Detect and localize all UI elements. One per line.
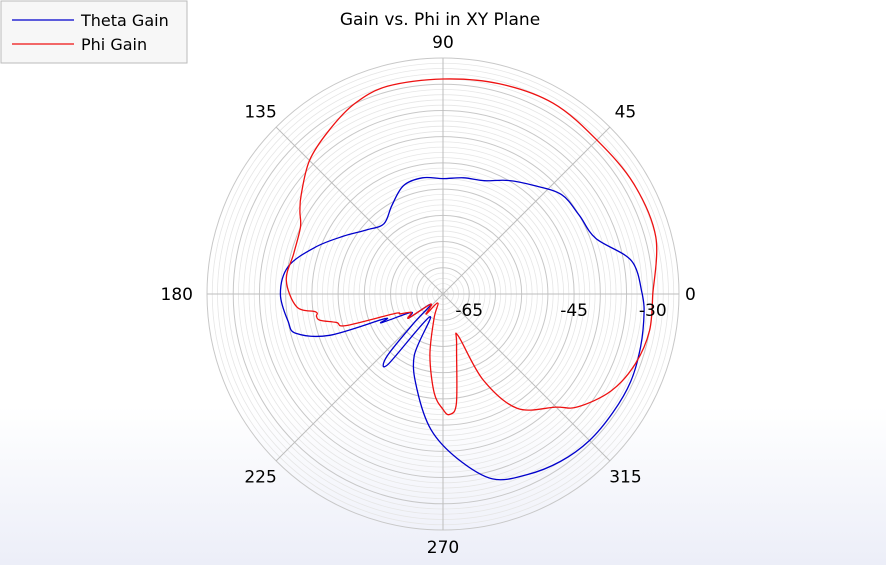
angle-labels: 0 45 90 135 180 225 270 315 — [161, 33, 696, 558]
radial-label: -65 — [455, 301, 483, 321]
series-line-theta-gain — [279, 176, 645, 481]
series-line-phi-gain — [285, 78, 658, 416]
radial-label: -45 — [560, 301, 588, 321]
series-layer — [279, 78, 658, 481]
legend: Theta Gain Phi Gain — [0, 0, 188, 64]
spoke-line — [442, 126, 611, 295]
angle-label-225: 225 — [244, 467, 276, 487]
angle-label-270: 270 — [427, 538, 459, 558]
radial-label: -30 — [639, 301, 667, 321]
angle-label-90: 90 — [432, 33, 454, 53]
angle-label-45: 45 — [615, 103, 637, 123]
radial-labels: -65 -45 -30 — [455, 301, 666, 321]
angle-label-135: 135 — [244, 103, 276, 123]
spoke-line — [442, 293, 611, 462]
legend-box — [0, 0, 188, 64]
spoke-line — [275, 126, 444, 295]
chart-title: Gain vs. Phi in XY Plane — [340, 10, 540, 30]
legend-label-phi: Phi Gain — [81, 35, 147, 54]
legend-label-theta: Theta Gain — [80, 11, 169, 30]
angle-label-0: 0 — [685, 285, 696, 305]
angle-spokes — [207, 58, 679, 530]
angle-label-180: 180 — [161, 285, 193, 305]
angle-label-315: 315 — [609, 467, 641, 487]
